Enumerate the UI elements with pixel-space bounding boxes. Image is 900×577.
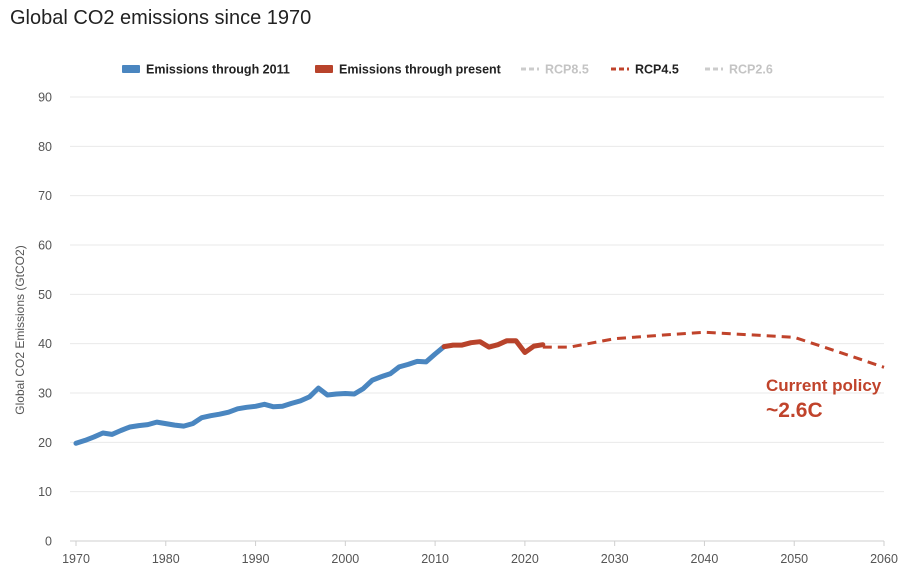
series-line-rcp4-5 <box>542 330 885 369</box>
x-tick-label: 2010 <box>421 552 449 566</box>
y-tick-label: 10 <box>38 485 52 499</box>
series-line-emissions-through-2011 <box>73 344 447 446</box>
x-tick-label: 1980 <box>152 552 180 566</box>
legend: Emissions through 2011 Emissions through … <box>122 63 773 77</box>
annotation-current-policy: Current policy ~2.6C <box>766 376 882 422</box>
x-tick-label: 2050 <box>780 552 808 566</box>
legend-label: RCP8.5 <box>545 63 589 77</box>
annotation-line-2: ~2.6C <box>766 399 823 422</box>
legend-item[interactable]: Emissions through present <box>315 63 502 77</box>
y-tick-label: 90 <box>38 91 52 105</box>
x-tick-label: 2040 <box>691 552 719 566</box>
legend-item[interactable]: RCP4.5 <box>611 63 679 77</box>
chart-title: Global CO2 emissions since 1970 <box>10 7 312 29</box>
y-tick-label: 70 <box>38 189 52 203</box>
legend-label: Emissions through 2011 <box>146 63 290 77</box>
y-tick-label: 0 <box>45 535 52 549</box>
legend-label: Emissions through present <box>339 63 502 77</box>
legend-item[interactable]: Emissions through 2011 <box>122 63 290 77</box>
grid-lines <box>70 96 884 542</box>
y-tick-label: 50 <box>38 288 52 302</box>
legend-swatch <box>315 65 333 73</box>
series-line-emissions-through-present <box>441 338 546 355</box>
x-tick-label: 2030 <box>601 552 629 566</box>
legend-swatch <box>122 65 140 73</box>
legend-item[interactable]: RCP8.5 <box>521 63 589 77</box>
y-tick-label: 40 <box>38 337 52 351</box>
x-tick-label: 2060 <box>870 552 898 566</box>
x-tick-label: 1990 <box>242 552 270 566</box>
legend-item[interactable]: RCP2.6 <box>705 63 773 77</box>
y-tick-label: 30 <box>38 387 52 401</box>
annotation-line-1: Current policy <box>766 376 882 395</box>
y-axis-label: Global CO2 Emissions (GtCO2) <box>13 245 27 414</box>
x-tick-label: 2000 <box>331 552 359 566</box>
series-lines <box>73 330 885 446</box>
legend-label: RCP4.5 <box>635 63 679 77</box>
x-axis-ticks: 1970 1980 1990 2000 2010 2020 2030 2040 2050 2060 <box>62 541 898 566</box>
legend-label: RCP2.6 <box>729 63 773 77</box>
y-axis-ticks: 0 10 20 30 40 50 60 70 80 90 <box>38 91 52 549</box>
x-tick-label: 1970 <box>62 552 90 566</box>
y-tick-label: 60 <box>38 239 52 253</box>
y-tick-label: 20 <box>38 436 52 450</box>
x-tick-label: 2020 <box>511 552 539 566</box>
y-tick-label: 80 <box>38 140 52 154</box>
